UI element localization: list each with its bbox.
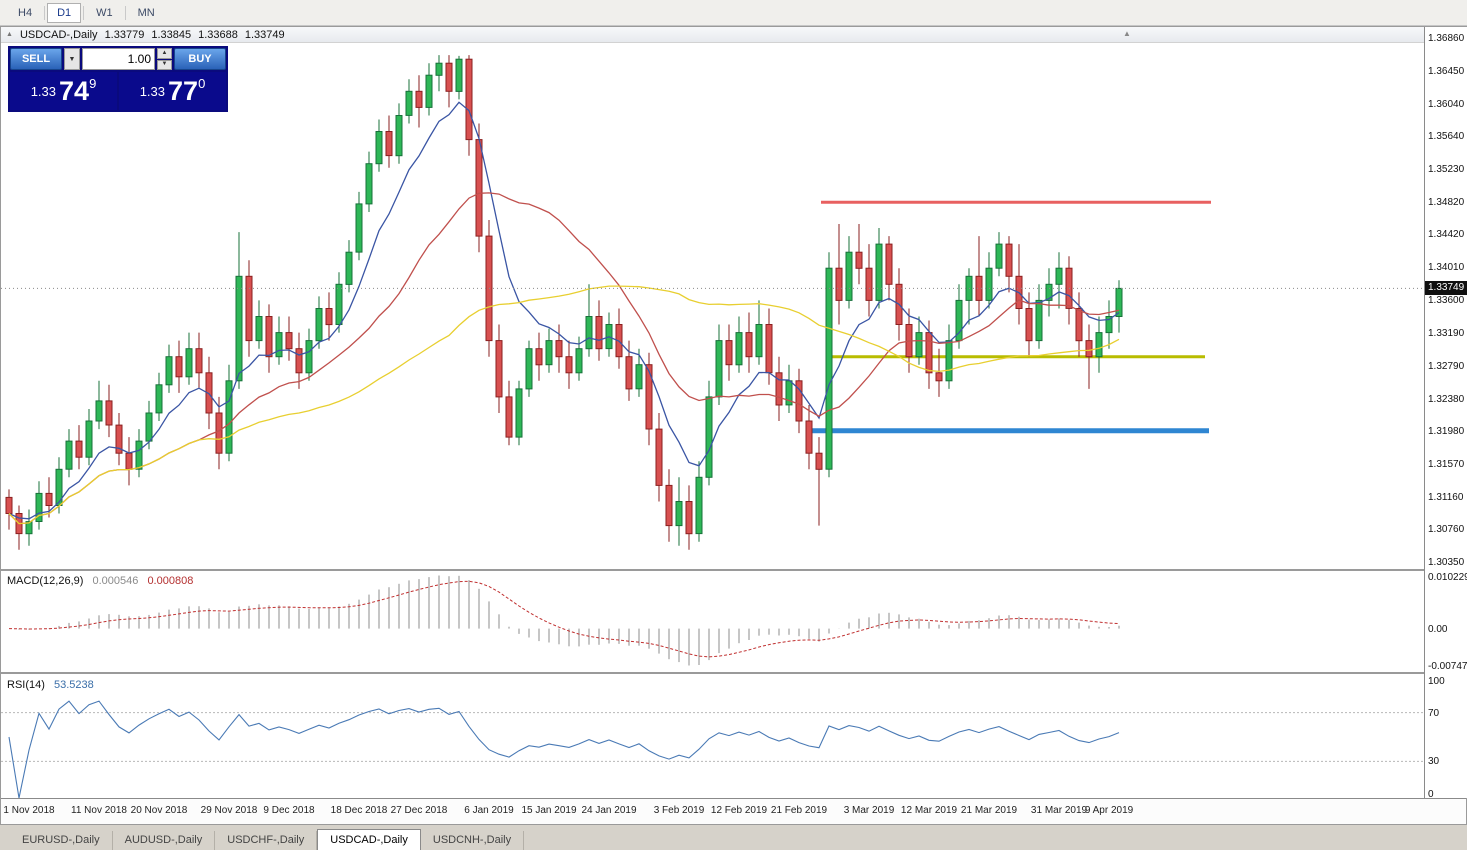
tab-eurusd[interactable]: EURUSD-,Daily (10, 831, 113, 850)
ohlc-open: 1.33779 (104, 28, 145, 41)
scale-tick: 1.31570 (1428, 458, 1465, 470)
rsi-indicator[interactable] (1, 676, 1425, 799)
macd-value-signal: 0.000808 (147, 575, 194, 587)
price-scale[interactable]: 1.33749 1.36860 1.36450 1.36040 1.35640 1.35… (1424, 27, 1467, 800)
scale-tick: 1.36860 (1428, 33, 1465, 45)
chart-tab-bar: EURUSD-,Daily AUDUSD-,Daily USDCHF-,Dail… (0, 824, 1467, 850)
chart-symbol-title: USDCAD-,Daily (19, 28, 98, 41)
date-label: 12 Feb 2019 (710, 805, 768, 816)
rsi-header: RSI(14) 53.5238 (7, 679, 94, 691)
scale-tick: 1.35230 (1428, 164, 1465, 176)
timeframe-mn-button[interactable]: MN (128, 3, 165, 23)
sell-price-pips: 74 (59, 75, 90, 106)
timeframe-h4-button[interactable]: H4 (8, 3, 42, 23)
scale-tick: 70 (1428, 707, 1440, 719)
scale-tick: 30 (1428, 756, 1440, 768)
date-label: 20 Nov 2018 (130, 805, 188, 816)
volume-dropdown-button[interactable]: ▼ (64, 48, 80, 70)
chart-window (0, 26, 1467, 825)
date-label: 12 Mar 2019 (900, 805, 958, 816)
volume-stepper: ▲ ▼ (157, 48, 172, 70)
date-label: 11 Nov 2018 (71, 805, 127, 816)
toolbar-separator (83, 5, 85, 20)
timeframe-toolbar: H4 D1 W1 MN (0, 0, 1467, 26)
scale-tick: 1.35640 (1428, 131, 1465, 143)
macd-value-main: 0.000546 (92, 575, 139, 587)
scale-tick: 1.32790 (1428, 360, 1465, 372)
tab-usdcnh[interactable]: USDCNH-,Daily (421, 831, 525, 850)
sell-price-prefix: 1.33 (30, 83, 57, 99)
scale-tick: 1.31160 (1428, 491, 1464, 503)
buy-price-display[interactable]: 1.33 77 0 (119, 72, 226, 110)
scale-tick: 1.33190 (1428, 328, 1465, 340)
pane-divider[interactable] (1, 672, 1424, 675)
scale-tick: 0.00 (1428, 623, 1448, 635)
buy-price-prefix: 1.33 (139, 83, 166, 99)
scroll-to-end-icon[interactable]: ▲ (1123, 29, 1131, 38)
buy-button[interactable]: BUY (174, 48, 226, 70)
current-price-tag: 1.33749 (1425, 281, 1467, 296)
date-label: 24 Jan 2019 (581, 805, 637, 816)
pane-divider[interactable] (1, 569, 1424, 572)
scale-tick: 1.32380 (1428, 393, 1465, 405)
date-label: 27 Dec 2018 (390, 805, 448, 816)
sell-button[interactable]: SELL (10, 48, 62, 70)
macd-indicator[interactable] (1, 572, 1425, 672)
toolbar-separator (44, 5, 46, 20)
time-axis[interactable]: 1 Nov 2018 11 Nov 2018 20 Nov 2018 29 Nov 2… (1, 798, 1466, 825)
scale-tick: 1.34420 (1428, 229, 1465, 241)
scale-tick: 0.010229 (1428, 572, 1467, 583)
scale-tick: 1.36040 (1428, 99, 1465, 111)
tab-usdchf[interactable]: USDCHF-,Daily (215, 831, 318, 850)
scale-tick: 1.33600 (1428, 295, 1465, 307)
scale-tick: 100 (1428, 676, 1445, 687)
sell-price-point: 9 (89, 75, 97, 91)
date-label: 9 Apr 2019 (1084, 805, 1134, 816)
date-label: 3 Feb 2019 (653, 805, 705, 816)
date-label: 18 Dec 2018 (330, 805, 388, 816)
scale-tick: 1.31980 (1428, 425, 1465, 437)
volume-input[interactable] (82, 48, 155, 70)
date-label: 29 Nov 2018 (200, 805, 258, 816)
buy-price-point: 0 (198, 75, 206, 91)
rsi-label: RSI(14) (7, 679, 45, 691)
timeframe-d1-button[interactable]: D1 (47, 2, 82, 23)
one-click-trading-panel: SELL ▼ ▲ ▼ BUY 1.33 74 9 1.33 77 0 (8, 46, 228, 112)
price-chart[interactable] (1, 27, 1425, 569)
volume-down-button[interactable]: ▼ (157, 59, 172, 70)
scale-tick: 1.36450 (1428, 66, 1465, 78)
date-label: 1 Nov 2018 (3, 805, 55, 816)
date-label: 21 Feb 2019 (770, 805, 828, 816)
macd-header: MACD(12,26,9) 0.000546 0.000808 (7, 575, 193, 587)
timeframe-w1-button[interactable]: W1 (86, 3, 123, 23)
date-label: 3 Mar 2019 (843, 805, 895, 816)
buy-price-pips: 77 (168, 75, 199, 106)
scale-tick: -0.007477 (1428, 661, 1467, 673)
ohlc-close: 1.33749 (244, 28, 285, 41)
scale-tick: 1.30350 (1428, 556, 1465, 568)
date-label: 21 Mar 2019 (960, 805, 1018, 816)
scale-tick: 0 (1428, 789, 1434, 800)
scale-tick: 1.34010 (1428, 262, 1465, 274)
chart-title-strip: ▲ USDCAD-,Daily 1.33779 1.33845 1.33688 … (1, 27, 1424, 43)
scale-tick: 1.30760 (1428, 523, 1465, 535)
tab-usdcad[interactable]: USDCAD-,Daily (317, 829, 421, 850)
toolbar-separator (124, 5, 126, 20)
sell-price-display[interactable]: 1.33 74 9 (10, 72, 117, 110)
tab-audusd[interactable]: AUDUSD-,Daily (113, 831, 216, 850)
macd-label: MACD(12,26,9) (7, 575, 84, 587)
date-label: 15 Jan 2019 (521, 805, 577, 816)
date-label: 9 Dec 2018 (263, 805, 315, 816)
scale-tick: 1.34820 (1428, 197, 1465, 209)
rsi-value: 53.5238 (53, 679, 94, 691)
date-label: 6 Jan 2019 (464, 805, 514, 816)
collapse-triangle-icon[interactable]: ▲ (6, 31, 13, 38)
ohlc-low: 1.33688 (198, 28, 238, 41)
date-label: 31 Mar 2019 (1030, 805, 1088, 816)
volume-up-button[interactable]: ▲ (157, 48, 172, 59)
ohlc-high: 1.33845 (151, 28, 192, 41)
